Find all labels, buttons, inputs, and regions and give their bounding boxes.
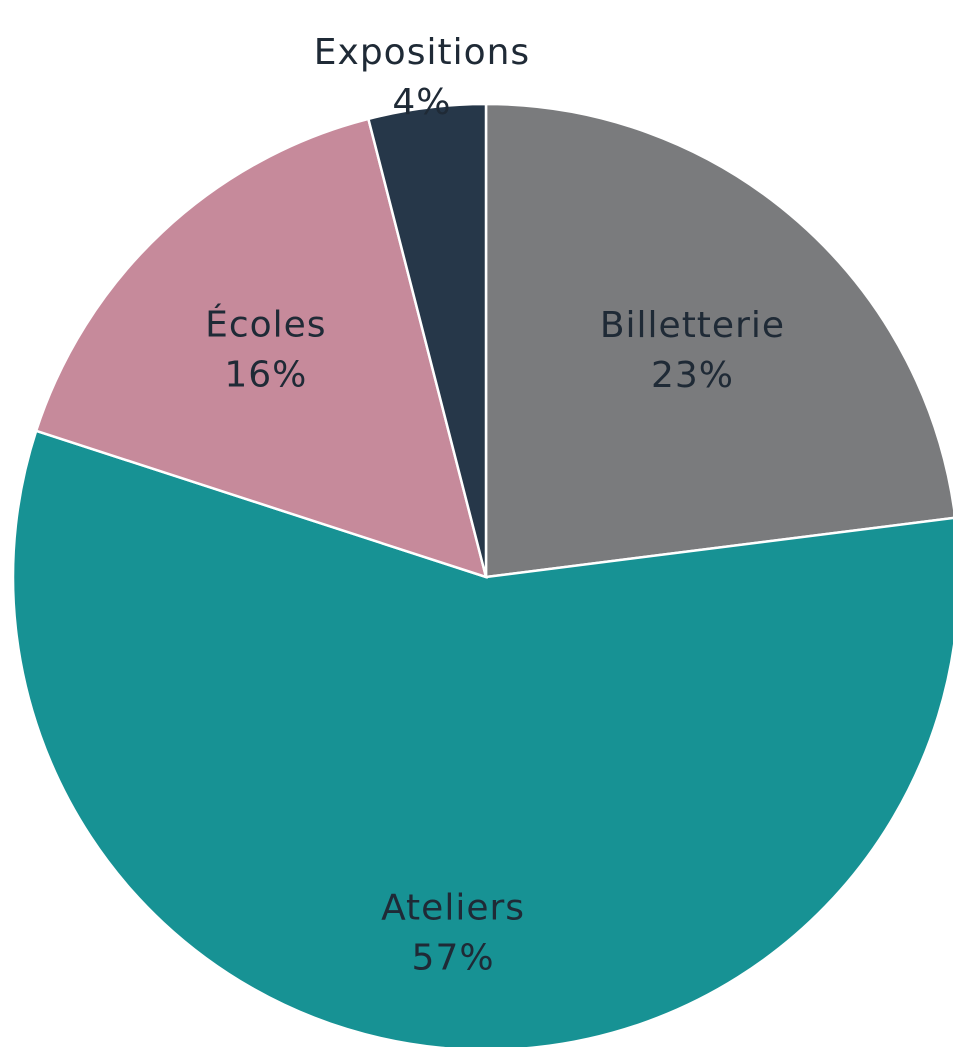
slice-label: Écoles: [205, 304, 326, 346]
pie-slice-ateliers: [11, 429, 953, 1047]
slice-value-label: 16%: [224, 355, 307, 396]
slice-value-label: 4%: [392, 82, 451, 123]
pie-slices: [11, 102, 953, 1047]
slice-label: Billetterie: [600, 305, 785, 346]
pie-slice-billetterie: [484, 102, 953, 579]
slice-value-label: 57%: [412, 937, 495, 978]
pie-slice-ecoles: [34, 117, 488, 579]
slice-value-label: 23%: [651, 355, 734, 396]
pie-labels: Billetterie 23% Ateliers 57% Écoles 16% Exposi…: [205, 32, 785, 978]
pie-slice-expositions: [366, 102, 488, 578]
slice-label: Expositions: [314, 32, 530, 73]
slice-label: Ateliers: [381, 887, 525, 928]
